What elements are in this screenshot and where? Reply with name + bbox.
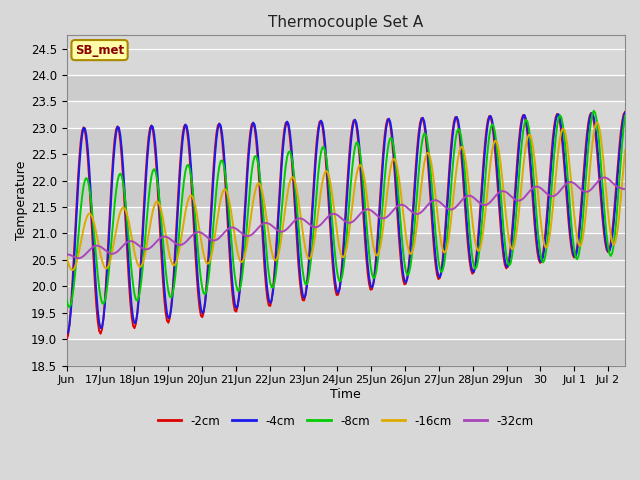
-4cm — [63, 330, 70, 336]
-4cm — [252, 130, 260, 136]
Bar — [67, 180, 625, 207]
-4cm — [100, 317, 108, 323]
Bar — [67, 260, 625, 287]
X-axis label: Time: Time — [330, 388, 361, 401]
-8cm — [539, 260, 547, 265]
-16cm — [593, 120, 600, 125]
Line: -16cm: -16cm — [67, 122, 625, 270]
-32cm — [63, 252, 70, 257]
Line: -4cm: -4cm — [67, 112, 625, 333]
-2cm — [538, 258, 545, 264]
Bar — [67, 339, 625, 366]
-32cm — [611, 182, 619, 188]
Line: -2cm: -2cm — [67, 112, 625, 339]
-32cm — [600, 175, 607, 180]
-32cm — [101, 247, 109, 253]
-8cm — [63, 297, 70, 302]
-4cm — [538, 259, 545, 264]
-16cm — [268, 248, 275, 254]
-2cm — [466, 258, 474, 264]
Bar — [67, 101, 625, 128]
-32cm — [74, 255, 82, 261]
-4cm — [621, 109, 629, 115]
-16cm — [611, 240, 619, 246]
-8cm — [101, 298, 109, 304]
-32cm — [268, 223, 275, 228]
Bar — [67, 207, 625, 233]
-2cm — [100, 316, 108, 322]
Legend: -2cm, -4cm, -8cm, -16cm, -32cm: -2cm, -4cm, -8cm, -16cm, -32cm — [153, 410, 538, 432]
-4cm — [609, 234, 616, 240]
-16cm — [539, 236, 547, 241]
-2cm — [63, 336, 70, 342]
Bar — [67, 128, 625, 154]
-16cm — [467, 204, 475, 210]
-8cm — [66, 304, 74, 310]
-4cm — [466, 251, 474, 256]
Title: Thermocouple Set A: Thermocouple Set A — [268, 15, 424, 30]
Bar — [67, 313, 625, 339]
-16cm — [621, 147, 629, 153]
Y-axis label: Temperature: Temperature — [15, 161, 28, 240]
Line: -8cm: -8cm — [67, 111, 625, 307]
-2cm — [621, 109, 629, 115]
-8cm — [621, 113, 629, 119]
-8cm — [590, 108, 598, 114]
-2cm — [266, 303, 274, 309]
Bar — [67, 233, 625, 260]
Bar — [67, 287, 625, 313]
-16cm — [101, 265, 109, 271]
Bar — [67, 154, 625, 180]
Line: -32cm: -32cm — [67, 178, 625, 258]
Bar — [67, 48, 625, 75]
-2cm — [252, 136, 260, 142]
-32cm — [621, 186, 629, 192]
-4cm — [266, 300, 274, 306]
-8cm — [467, 243, 475, 249]
-16cm — [68, 267, 76, 273]
-32cm — [467, 193, 475, 199]
-8cm — [253, 157, 261, 163]
-2cm — [609, 228, 616, 234]
-32cm — [539, 187, 547, 193]
-32cm — [253, 226, 261, 232]
-8cm — [611, 230, 619, 236]
-8cm — [268, 285, 275, 290]
Text: SB_met: SB_met — [75, 44, 124, 57]
-16cm — [253, 181, 261, 187]
Bar — [67, 75, 625, 101]
-16cm — [63, 254, 70, 260]
